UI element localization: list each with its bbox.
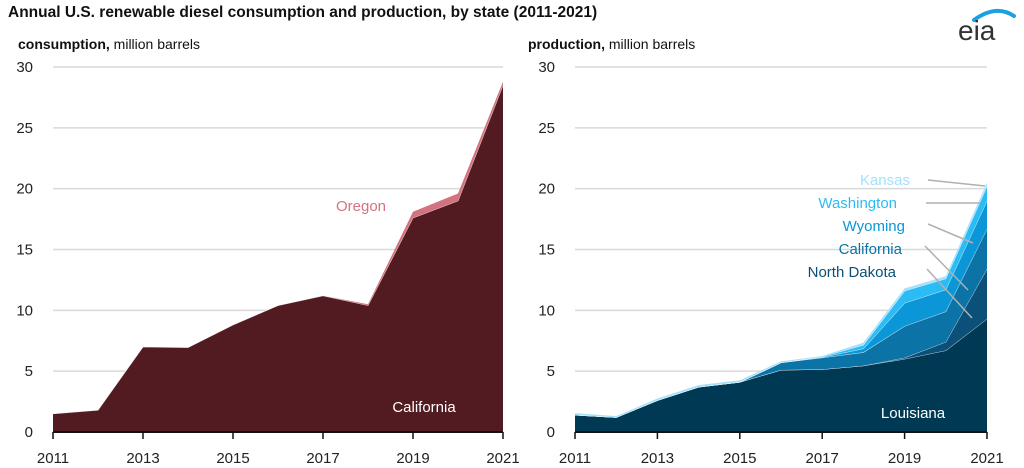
y-tick-label: 0	[547, 424, 555, 441]
x-tick-label: 2013	[126, 450, 159, 467]
area-california	[53, 85, 503, 432]
production-subtitle: production, million barrels	[528, 36, 695, 52]
production-subtitle-bold: production,	[528, 36, 605, 52]
y-tick-label: 30	[16, 59, 33, 76]
series-label-north-dakota: North Dakota	[808, 264, 897, 281]
y-tick-label: 15	[538, 242, 555, 259]
x-tick-label: 2015	[216, 450, 249, 467]
x-tick-label: 2017	[306, 450, 339, 467]
production-chart: 0 5 10 15 20 25 30 2011 2013 2015 2017 2019 2021 Loui…	[538, 59, 1003, 467]
area-louisiana	[575, 318, 987, 432]
consumption-subtitle: consumption, million barrels	[18, 36, 200, 52]
production-subtitle-unit: million barrels	[608, 36, 696, 52]
series-label-california: California	[392, 399, 456, 416]
leader-line-wyoming	[927, 223, 974, 244]
chart-title: Annual U.S. renewable diesel consumption…	[8, 4, 598, 21]
x-tick-label: 2021	[970, 450, 1003, 467]
y-tick-label: 15	[16, 242, 33, 259]
x-tick-label: 2011	[37, 450, 69, 467]
consumption-subtitle-bold: consumption,	[18, 36, 110, 52]
x-tick-label: 2015	[723, 450, 756, 467]
y-tick-label: 20	[538, 181, 555, 198]
series-boundary	[52, 85, 504, 415]
series-label-wyoming: Wyoming	[843, 218, 905, 235]
y-tick-label: 10	[538, 302, 555, 319]
y-tick-label: 25	[538, 120, 555, 137]
series-label-california: California	[839, 241, 903, 258]
area-washington	[575, 186, 987, 418]
eia-logo-icon: eia	[958, 8, 1016, 46]
x-tick-label: 2019	[396, 450, 429, 467]
x-tick-label: 2013	[641, 450, 674, 467]
series-label-washington: Washington	[818, 195, 897, 212]
y-tick-label: 20	[16, 181, 33, 198]
x-tick-label: 2017	[806, 450, 839, 467]
leader-line-north-dakota	[926, 268, 973, 319]
x-tick-label: 2021	[486, 450, 519, 467]
series-label-oregon: Oregon	[336, 198, 386, 215]
y-tick-label: 0	[25, 424, 33, 441]
y-tick-label: 5	[25, 363, 33, 380]
y-tick-label: 25	[16, 120, 33, 137]
x-tick-label: 2019	[888, 450, 921, 467]
logo-arc	[972, 8, 1016, 22]
consumption-chart: 0 5 10 15 20 25 30 2011 2013 2015 2017 2019 2021 Cali…	[16, 59, 519, 467]
area-wyoming	[575, 200, 987, 418]
x-tick-label: 2011	[559, 450, 591, 467]
leader-line-kansas	[927, 179, 986, 187]
series-label-kansas: Kansas	[860, 172, 910, 189]
consumption-subtitle-unit: million barrels	[113, 36, 201, 52]
y-tick-label: 10	[16, 302, 33, 319]
y-tick-label: 5	[547, 363, 555, 380]
leader-line-california	[924, 245, 969, 291]
y-tick-label: 30	[538, 59, 555, 76]
series-label-louisiana: Louisiana	[881, 405, 946, 422]
logo-text: eia	[958, 15, 996, 46]
